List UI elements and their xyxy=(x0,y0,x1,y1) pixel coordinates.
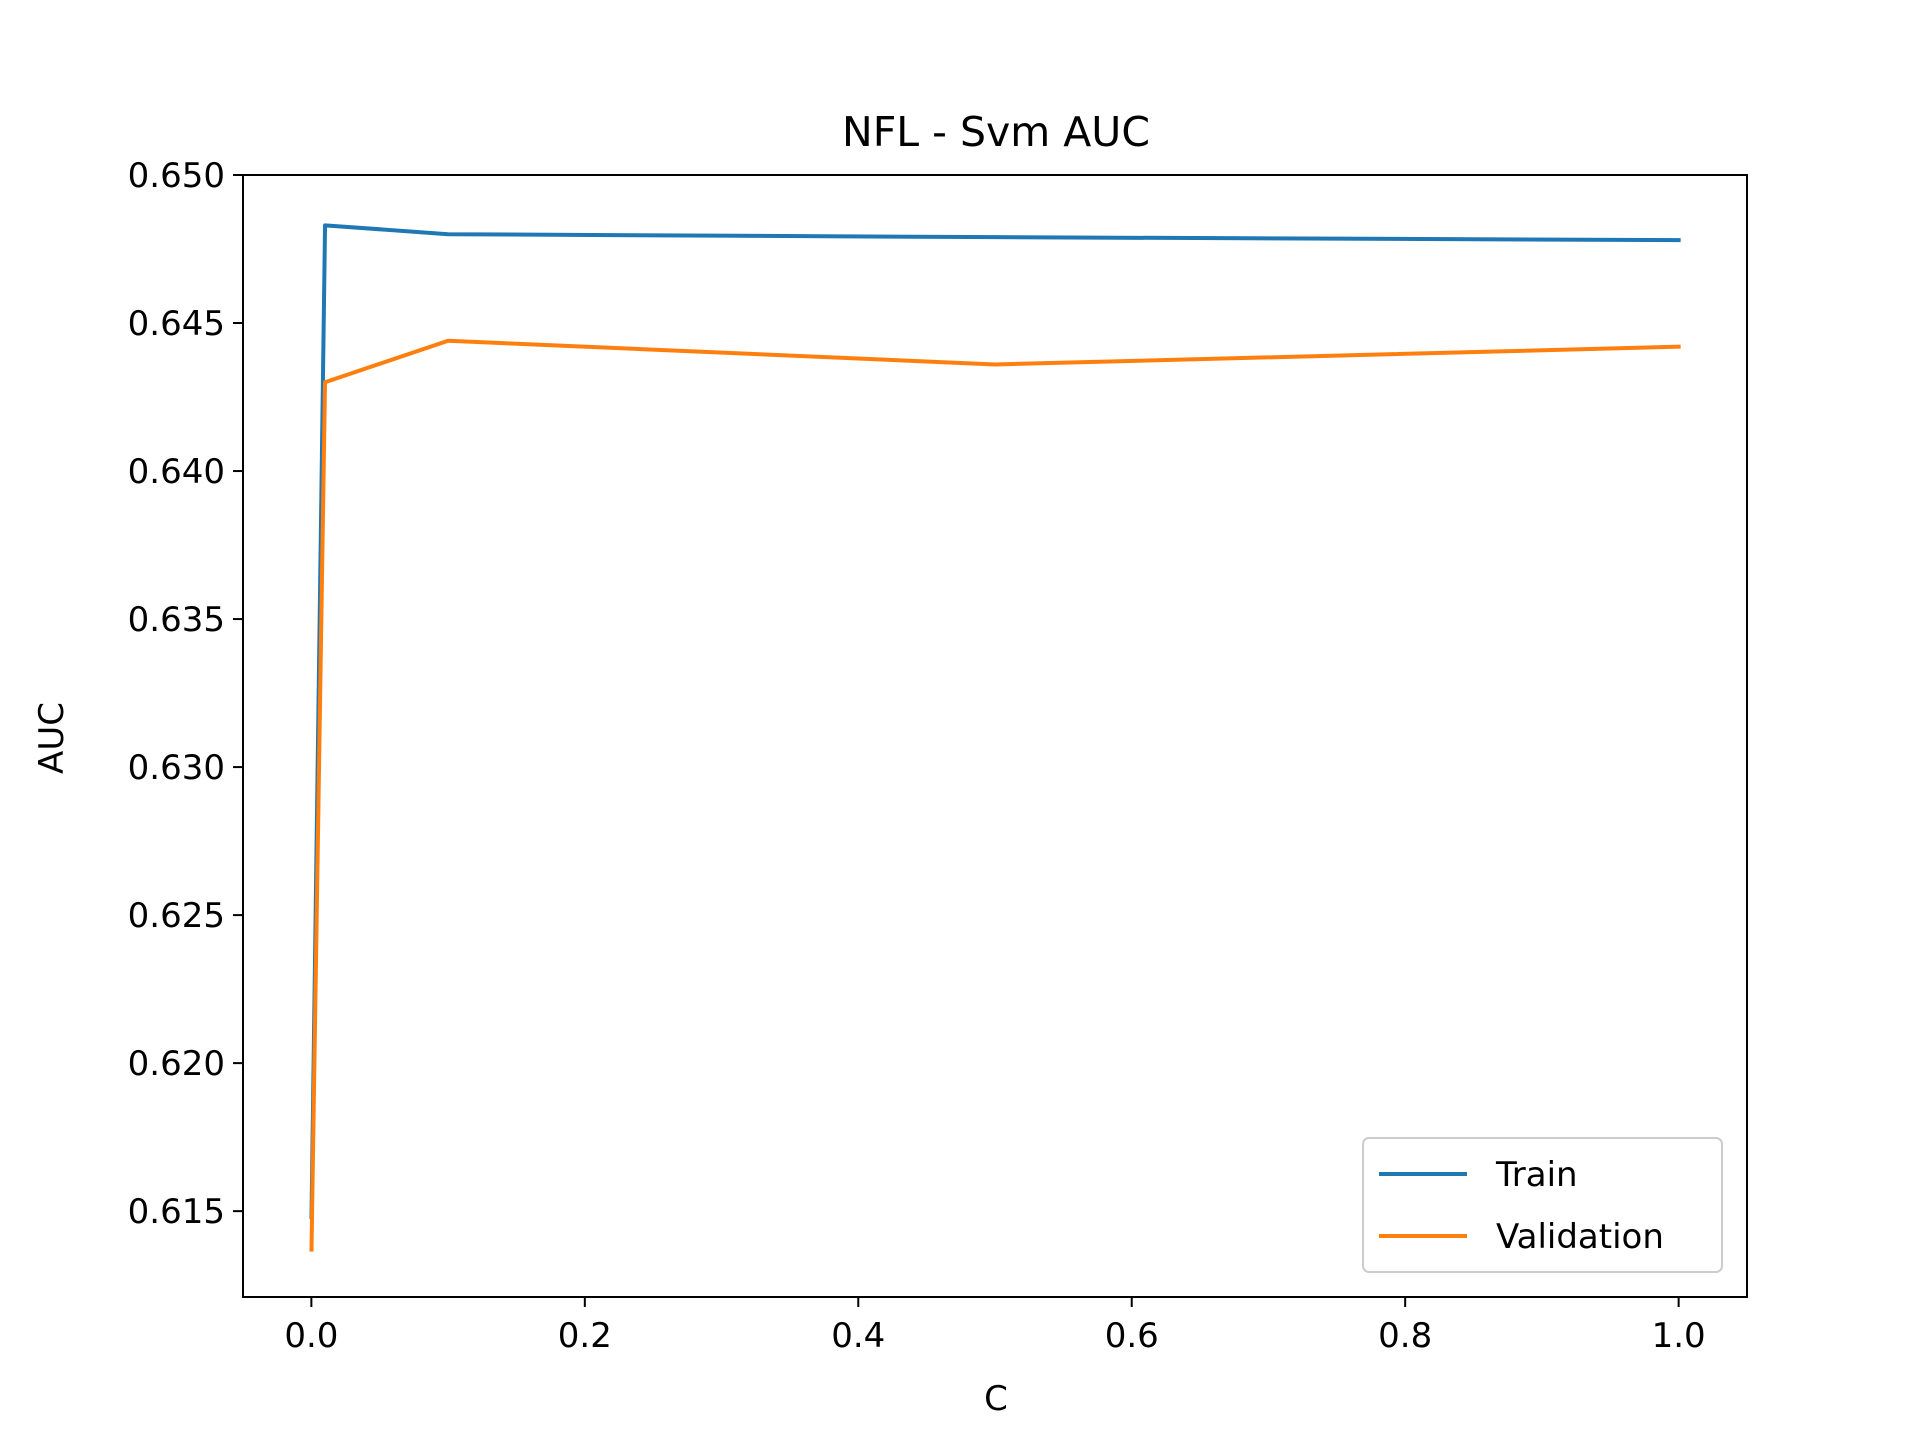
legend-label-validation: Validation xyxy=(1496,1217,1664,1257)
y-tick-label: 0.645 xyxy=(128,304,225,344)
plot-area: 0.0 0.2 0.4 0.6 0.8 1.0 0.615 0.620 0.625 0.630 0.… xyxy=(128,156,1748,1356)
series-line-validation xyxy=(309,338,1681,1252)
x-axis-label: C xyxy=(984,1379,1008,1419)
x-tick-label: 1.0 xyxy=(1652,1316,1706,1356)
y-tick-label: 0.625 xyxy=(128,896,225,936)
x-tick-label: 0.0 xyxy=(284,1316,338,1356)
legend: Train Validation xyxy=(1362,1137,1723,1273)
y-tick-label: 0.630 xyxy=(128,748,225,788)
x-tick-label: 0.4 xyxy=(831,1316,885,1356)
y-tick-label: 0.615 xyxy=(128,1192,225,1232)
x-tick-label: 0.8 xyxy=(1378,1316,1432,1356)
chart-title: NFL - Svm AUC xyxy=(842,108,1150,156)
y-tick-label: 0.620 xyxy=(128,1044,225,1084)
y-tick-label: 0.650 xyxy=(128,156,225,196)
y-tick-label: 0.640 xyxy=(128,452,225,492)
y-axis-label: AUC xyxy=(32,702,72,774)
plot-frame xyxy=(242,174,1748,1298)
x-tick-label: 0.2 xyxy=(558,1316,612,1356)
legend-box xyxy=(1362,1137,1723,1273)
x-tick-label: 0.6 xyxy=(1105,1316,1159,1356)
legend-label-train: Train xyxy=(1495,1155,1578,1195)
y-tick-label: 0.635 xyxy=(128,600,225,640)
